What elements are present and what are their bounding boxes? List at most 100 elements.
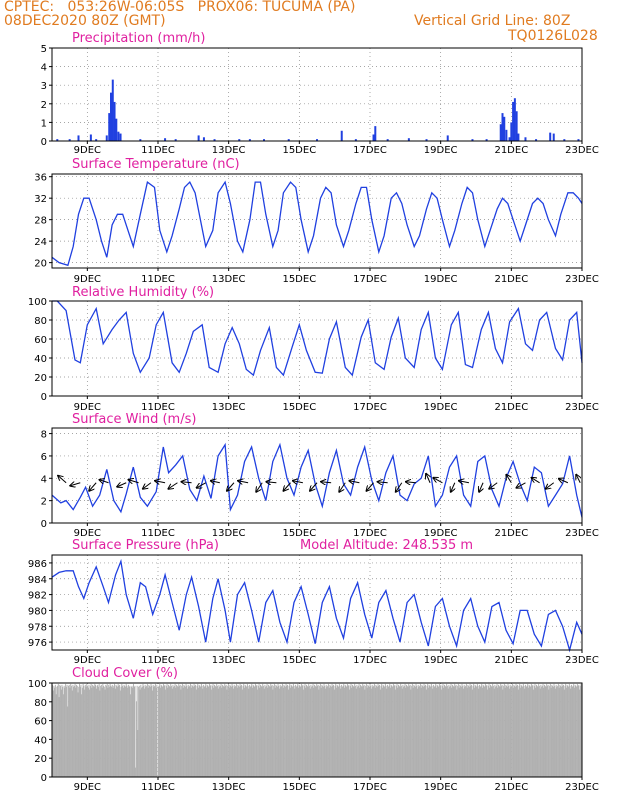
cloud-bar bbox=[307, 686, 309, 777]
cloud-bar bbox=[522, 686, 524, 777]
wind-vector bbox=[559, 479, 569, 483]
cloud-bar bbox=[575, 685, 577, 777]
cloud-bar bbox=[464, 686, 466, 777]
cloud-bar bbox=[202, 688, 204, 777]
cloud-bar bbox=[392, 686, 394, 777]
cloud-bar bbox=[109, 683, 111, 777]
cloud-bar bbox=[287, 689, 289, 777]
cloud-bar bbox=[506, 685, 508, 777]
cloud-bar bbox=[577, 685, 579, 777]
precip-xtick-label: 11DEC bbox=[141, 145, 175, 156]
cloud-bar bbox=[574, 684, 576, 777]
wind-ytick-label: 8 bbox=[41, 430, 47, 441]
cloud-bar bbox=[342, 685, 344, 777]
cloud-bar bbox=[467, 684, 469, 777]
precip-bar bbox=[510, 122, 513, 141]
precip-bar bbox=[340, 130, 343, 141]
cloud-bar bbox=[319, 685, 321, 777]
cloud-bar bbox=[512, 687, 514, 777]
cloud-bar bbox=[426, 685, 428, 777]
cloud-bar bbox=[354, 685, 356, 777]
cloud-bar bbox=[181, 683, 183, 777]
cloud-bar bbox=[269, 686, 271, 777]
cloud-bar bbox=[218, 684, 220, 777]
cloud-bar bbox=[75, 687, 77, 777]
cloud-bar bbox=[276, 686, 278, 777]
cloud-bar bbox=[449, 685, 451, 777]
cloud-bar bbox=[173, 685, 175, 777]
wind-xtick-label: 11DEC bbox=[141, 528, 175, 539]
cloud-ytick-label: 40 bbox=[34, 735, 47, 746]
cloud-bar bbox=[525, 686, 527, 777]
cloud-bar bbox=[570, 688, 572, 777]
cloud-bar bbox=[379, 689, 381, 777]
cloud-ytick-label: 20 bbox=[34, 754, 47, 765]
cloud-bar bbox=[191, 684, 193, 777]
cloud-bar bbox=[444, 684, 445, 777]
cloud-bar bbox=[352, 684, 353, 777]
pres-xtick-label: 11DEC bbox=[141, 655, 175, 666]
precip-bar bbox=[287, 139, 290, 141]
cloud-bar bbox=[232, 685, 234, 777]
cloud-bar bbox=[128, 686, 130, 777]
precip-bar bbox=[139, 139, 142, 141]
cloud-bar bbox=[88, 684, 90, 777]
cloud-bar bbox=[262, 683, 264, 777]
cloud-bar bbox=[408, 685, 410, 777]
cloud-bar bbox=[500, 683, 502, 777]
cloud-bar bbox=[414, 686, 416, 777]
cloud-bar bbox=[496, 683, 498, 777]
cloud-bar bbox=[514, 685, 516, 777]
precip-ytick-label: 2 bbox=[41, 100, 47, 111]
rh-ytick-label: 80 bbox=[34, 316, 47, 327]
cloud-bar bbox=[76, 684, 78, 777]
cloud-bar bbox=[396, 683, 398, 777]
cloud-bar bbox=[327, 685, 329, 777]
cloud-bar bbox=[227, 683, 229, 777]
cloud-bar bbox=[133, 683, 134, 777]
cloud-bar bbox=[333, 689, 335, 777]
cloud-bar bbox=[399, 686, 401, 777]
cloud-bar bbox=[241, 684, 243, 777]
cloud-bar bbox=[80, 684, 82, 777]
wind-ytick-label: 6 bbox=[41, 452, 47, 463]
cloud-bar bbox=[403, 686, 405, 777]
cloud-bar bbox=[381, 683, 383, 777]
cloud-bar bbox=[427, 687, 429, 777]
cloud-bar bbox=[291, 685, 293, 777]
cloud-bar bbox=[338, 683, 340, 777]
cloud-bar bbox=[129, 685, 131, 777]
precip-bar bbox=[119, 133, 122, 141]
cloud-bar bbox=[569, 685, 571, 777]
precip-ytick-label: 5 bbox=[41, 44, 47, 55]
cloud-bar bbox=[159, 683, 161, 777]
cloud-bar bbox=[471, 689, 473, 777]
cloud-bar bbox=[380, 685, 382, 777]
cloud-bar bbox=[180, 689, 182, 777]
cloud-bar bbox=[171, 688, 173, 777]
cloud-bar bbox=[317, 684, 319, 777]
precip-title: Precipitation (mm/h) bbox=[72, 31, 205, 46]
cloud-bar bbox=[493, 688, 495, 777]
cloud-bar bbox=[420, 687, 422, 777]
cloud-bar bbox=[339, 685, 341, 777]
cloud-bar bbox=[227, 685, 229, 777]
precip-bar bbox=[113, 101, 116, 141]
cloud-bar bbox=[61, 684, 63, 777]
cloud-bar bbox=[410, 689, 412, 777]
cloud-bar bbox=[335, 683, 337, 777]
cloud-bar bbox=[468, 685, 470, 777]
cloud-bar bbox=[556, 686, 558, 777]
pres-ytick-label: 982 bbox=[28, 591, 47, 602]
cloud-bar bbox=[201, 685, 203, 777]
cloud-bar bbox=[549, 683, 551, 777]
cloud-bar bbox=[527, 683, 529, 777]
cloud-bar bbox=[345, 685, 347, 777]
precip-bar bbox=[89, 134, 92, 141]
cloud-bar bbox=[241, 689, 243, 777]
cloud-bar bbox=[214, 684, 215, 777]
cloud-bar bbox=[195, 684, 197, 777]
precip-bar bbox=[508, 137, 511, 141]
cloud-bar bbox=[371, 688, 372, 777]
